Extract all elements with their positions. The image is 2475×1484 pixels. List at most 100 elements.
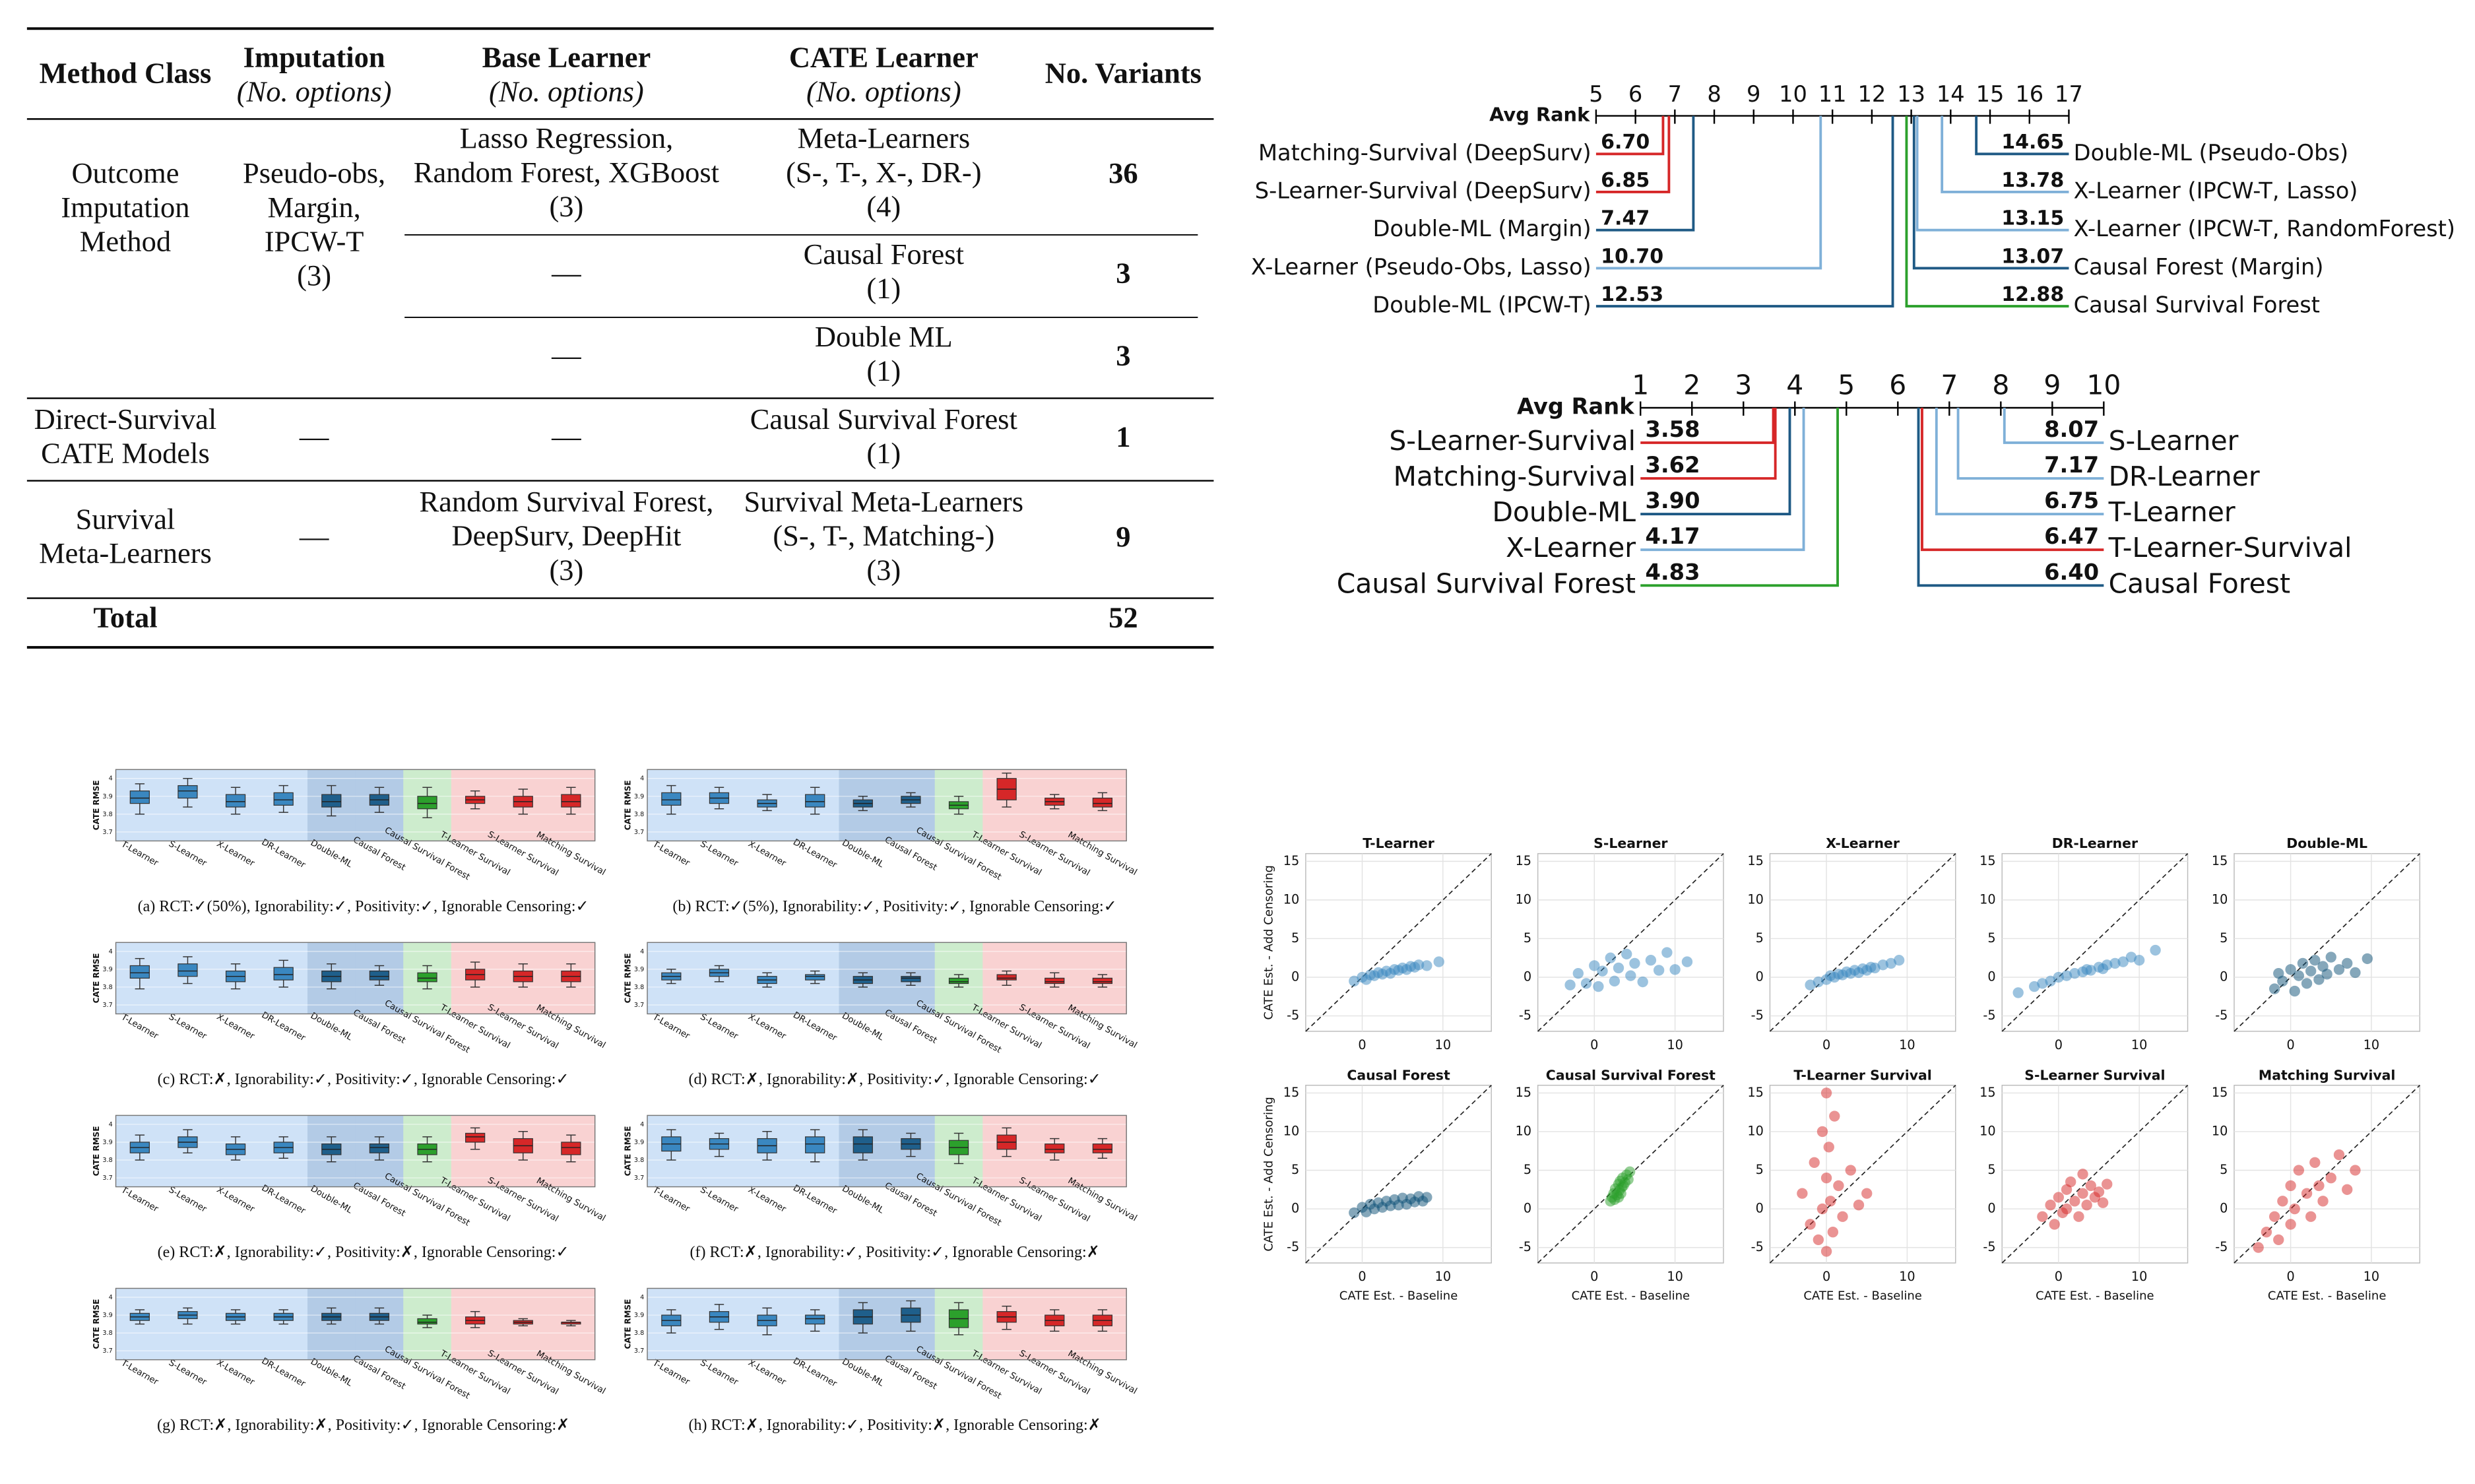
cd-tick-label: 5 xyxy=(1589,81,1603,107)
scatter-point xyxy=(2268,983,2280,994)
x-tick-label: 0 xyxy=(1590,1037,1598,1052)
scatter-point xyxy=(2362,953,2373,965)
cd-method-name: DR-Learner xyxy=(2109,461,2260,492)
y-tick-label: 5 xyxy=(1756,1162,1764,1177)
scatter-point xyxy=(2285,964,2296,975)
cd-connector xyxy=(1905,115,2069,308)
table-cell-text: (1) xyxy=(866,354,901,387)
table-cell-text: Survival Meta-Learners xyxy=(744,485,1024,518)
cd-tick-label: 7 xyxy=(1941,370,1958,401)
box xyxy=(948,977,969,984)
cd-value-label: 3.90 xyxy=(1645,488,1700,513)
cd-tick-label: 14 xyxy=(1937,81,1965,107)
y-tick-label: 3.9 xyxy=(634,966,644,973)
cd-method-name: X-Learner (IPCW-T, Lasso) xyxy=(2074,177,2358,203)
cd-connector xyxy=(1921,407,2104,552)
y-tick-label: -5 xyxy=(1983,1008,1995,1023)
x-tick-label: 0 xyxy=(2055,1037,2063,1052)
scatter-point xyxy=(1893,955,1905,966)
scatter-point xyxy=(1653,965,1665,976)
cd-tick-label: 11 xyxy=(1818,81,1847,107)
x-tick-label: 10 xyxy=(2363,1037,2379,1052)
y-tick-label: 4 xyxy=(109,948,113,955)
table-cell-text: (3) xyxy=(549,190,583,223)
table-cell-text: (No. options) xyxy=(237,75,392,108)
y-tick-label: 0 xyxy=(1987,969,1995,984)
panel-caption: (a) RCT:✓(50%), Ignorability:✓, Positivi… xyxy=(138,898,589,915)
cd-tick-label: 9 xyxy=(1747,81,1760,107)
cd-connector xyxy=(2003,407,2104,444)
scatter-point xyxy=(1645,955,1657,966)
cd-tick-label: 1 xyxy=(1632,370,1649,401)
y-axis-label: CATE RMSE xyxy=(624,1299,633,1349)
box xyxy=(561,1142,581,1155)
scatter-point xyxy=(2293,1165,2305,1176)
panel-title: S-Learner xyxy=(1593,835,1668,851)
scatter-point xyxy=(1805,1219,1816,1230)
y-tick-label: 15 xyxy=(1747,853,1763,868)
cd-tick-label: 7 xyxy=(1668,81,1682,107)
table-cell-text: Direct-Survival xyxy=(34,403,217,436)
scatter-point xyxy=(2305,1211,2317,1222)
scatter-point xyxy=(1593,981,1604,992)
y-tick-label: 10 xyxy=(2212,1123,2228,1138)
cd-method-name: Causal Forest (Margin) xyxy=(2074,254,2324,280)
table-cell-text: Random Survival Forest, xyxy=(419,485,713,518)
cd-method-name: T-Learner xyxy=(2108,496,2235,528)
y-axis-label: CATE RMSE xyxy=(92,1126,101,1177)
x-axis-label: CATE Est. - Baseline xyxy=(1572,1289,1690,1303)
box xyxy=(1092,797,1113,808)
x-tick-label: 0 xyxy=(1358,1037,1366,1052)
scatter-point xyxy=(2053,1192,2065,1203)
table-cell-text: Random Forest, XGBoost xyxy=(414,156,720,189)
scatter-point xyxy=(2045,975,2056,987)
scatter-point xyxy=(1433,956,1444,967)
y-tick-label: 5 xyxy=(1291,1162,1299,1177)
scatter-point xyxy=(1820,1173,1832,1184)
scatter-point xyxy=(2253,1242,2264,1253)
y-tick-label: 10 xyxy=(1516,891,1531,907)
identity-line xyxy=(2234,853,2420,1032)
x-tick-label: 10 xyxy=(1899,1269,1915,1284)
y-tick-label: 15 xyxy=(1747,1085,1763,1100)
box xyxy=(273,967,294,981)
scatter-point xyxy=(1825,1196,1836,1207)
y-axis-label: CATE RMSE xyxy=(92,780,101,830)
y-tick-label: 0 xyxy=(1524,969,1531,984)
scatter-point xyxy=(1845,1165,1856,1176)
y-tick-label: 15 xyxy=(1516,853,1531,868)
box xyxy=(369,970,390,981)
scatter-grid: 0 10 -5 0 5 10 15 T-Learner CATE Est. - Add Cens… xyxy=(1262,835,2421,1303)
scatter-point xyxy=(1669,964,1681,975)
panel-frame xyxy=(647,769,1127,842)
table-cell-text: Outcome xyxy=(71,156,179,189)
table-cell-text: Method xyxy=(80,225,171,258)
y-tick-label: -5 xyxy=(2215,1008,2228,1023)
cd-value-label: 6.70 xyxy=(1601,131,1650,154)
scatter-point xyxy=(2350,1165,2361,1176)
cd-tick-label: 10 xyxy=(2086,370,2121,401)
x-tick-label: 10 xyxy=(1435,1269,1451,1284)
table-cell-text: Meta-Learners xyxy=(797,121,970,154)
y-tick-label: 3.8 xyxy=(102,811,112,818)
scatter-point xyxy=(1629,957,1640,969)
table-cell-text: — xyxy=(551,420,581,453)
y-tick-label: 0 xyxy=(1291,969,1299,984)
y-axis-label: CATE Est. - Add Censoring xyxy=(1262,1097,1276,1252)
scatter-point xyxy=(1597,965,1608,977)
y-tick-label: 3.8 xyxy=(102,1330,112,1337)
scatter-point xyxy=(2085,1180,2096,1192)
y-tick-label: 3.8 xyxy=(634,811,644,818)
scatter-point xyxy=(1853,1200,1865,1211)
cd-value-label: 12.88 xyxy=(2001,283,2064,306)
scatter-point xyxy=(1605,952,1616,963)
scatter-point xyxy=(1809,1157,1820,1168)
table-cell-text: Margin, xyxy=(267,191,360,224)
cd-connector xyxy=(1941,115,2069,193)
y-axis-label: CATE RMSE xyxy=(624,1126,633,1177)
table-cell-text: (3) xyxy=(297,259,331,292)
cd-tick-label: 4 xyxy=(1786,370,1803,401)
x-axis-label: CATE Est. - Baseline xyxy=(2268,1289,2387,1303)
cd-connector xyxy=(1640,407,1791,516)
